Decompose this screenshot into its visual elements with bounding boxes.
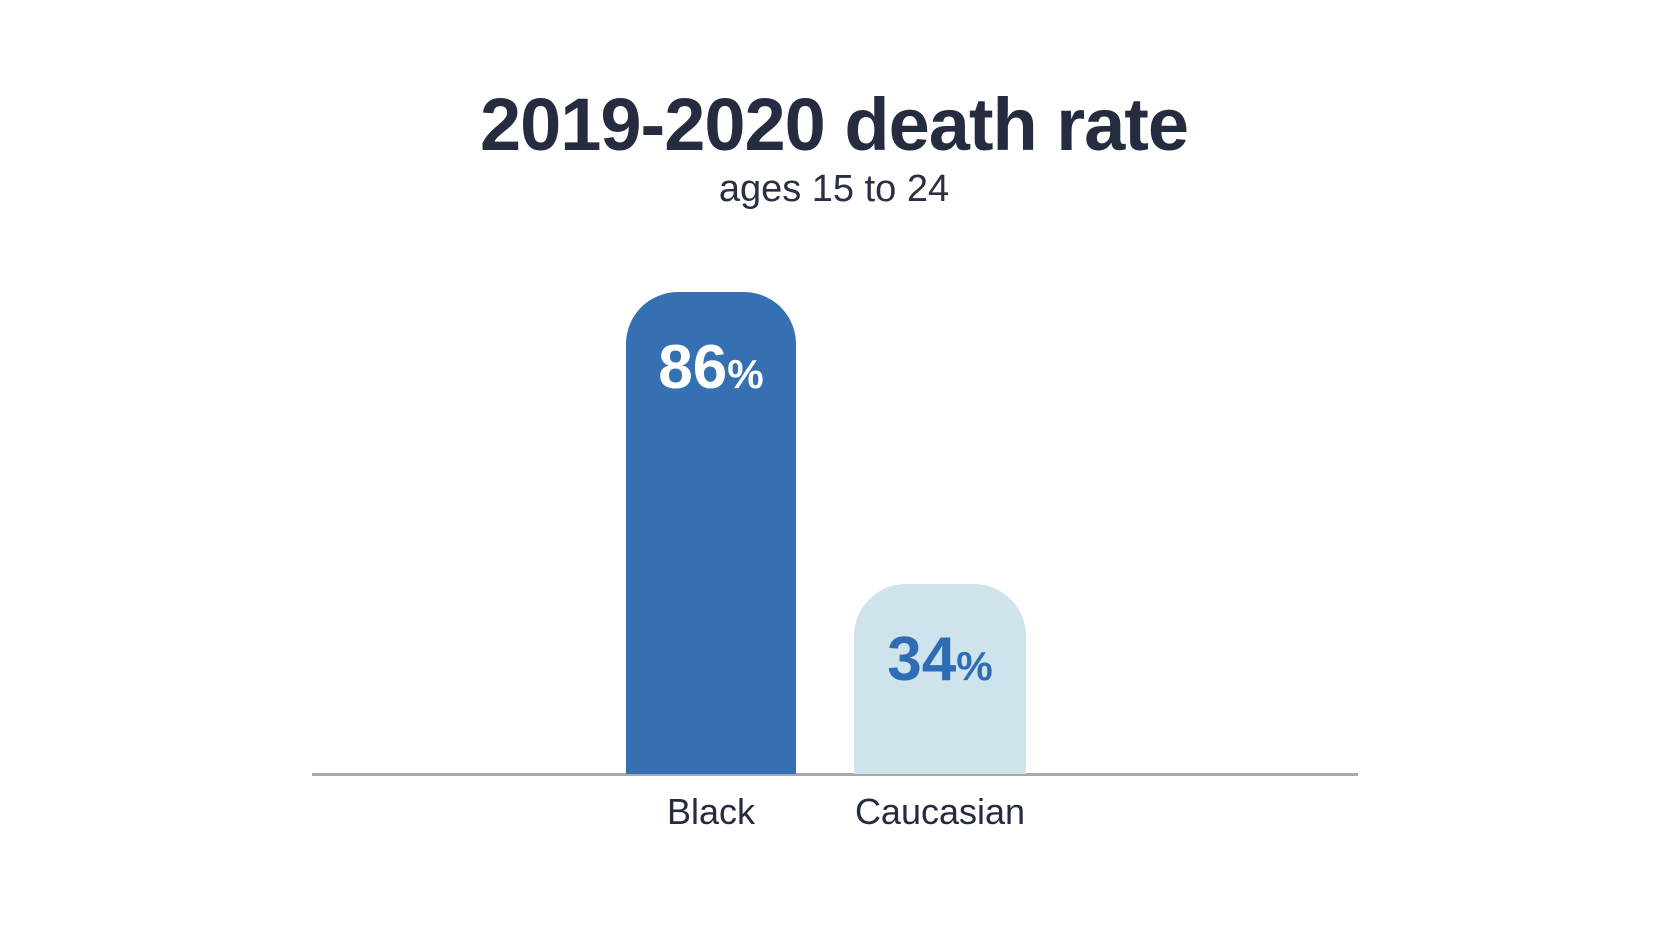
x-axis-baseline (312, 773, 1358, 776)
percent-sign: % (956, 643, 993, 689)
chart-title: 2019-2020 death rate (479, 83, 1189, 166)
bar-black-value-number: 86 (658, 333, 728, 402)
bar-black-value: 86% (658, 333, 763, 402)
percent-sign: % (727, 351, 764, 397)
category-label-black: Black (666, 791, 756, 832)
bar-black: 86% (626, 292, 796, 774)
bar-caucasian: 34% (854, 584, 1026, 774)
category-label-caucasian: Caucasian (854, 791, 1026, 832)
bar-caucasian-value-number: 34 (887, 625, 957, 694)
chart-subtitle: ages 15 to 24 (718, 168, 950, 210)
bar-caucasian-value: 34% (887, 625, 992, 694)
